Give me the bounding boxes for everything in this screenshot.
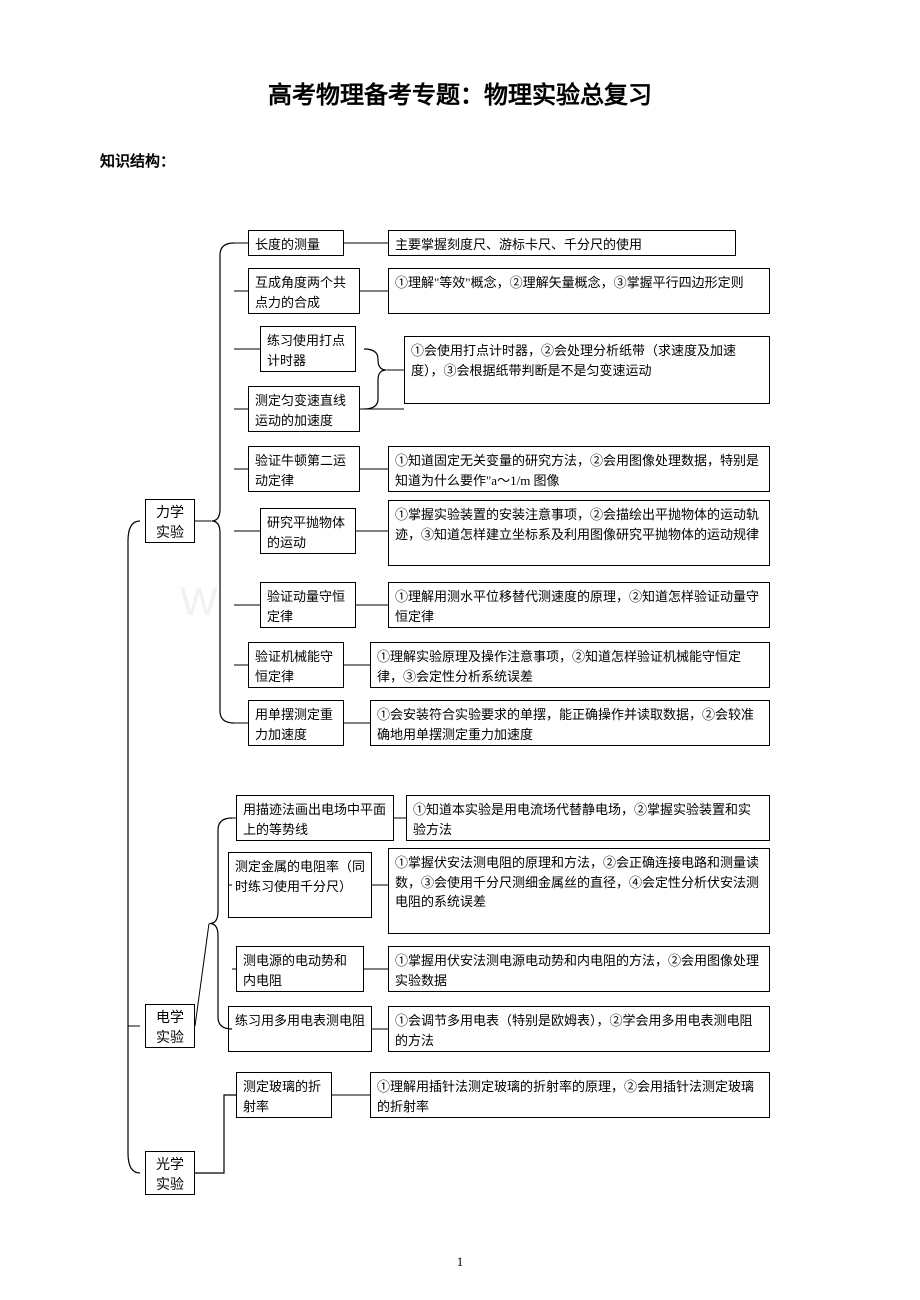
connector-layer xyxy=(0,0,920,1300)
page-number: 1 xyxy=(0,1254,920,1270)
page: 高考物理备考专题：物理实验总复习 知识结构： W Z 力学 实验 电学 实验 光… xyxy=(0,0,920,1300)
